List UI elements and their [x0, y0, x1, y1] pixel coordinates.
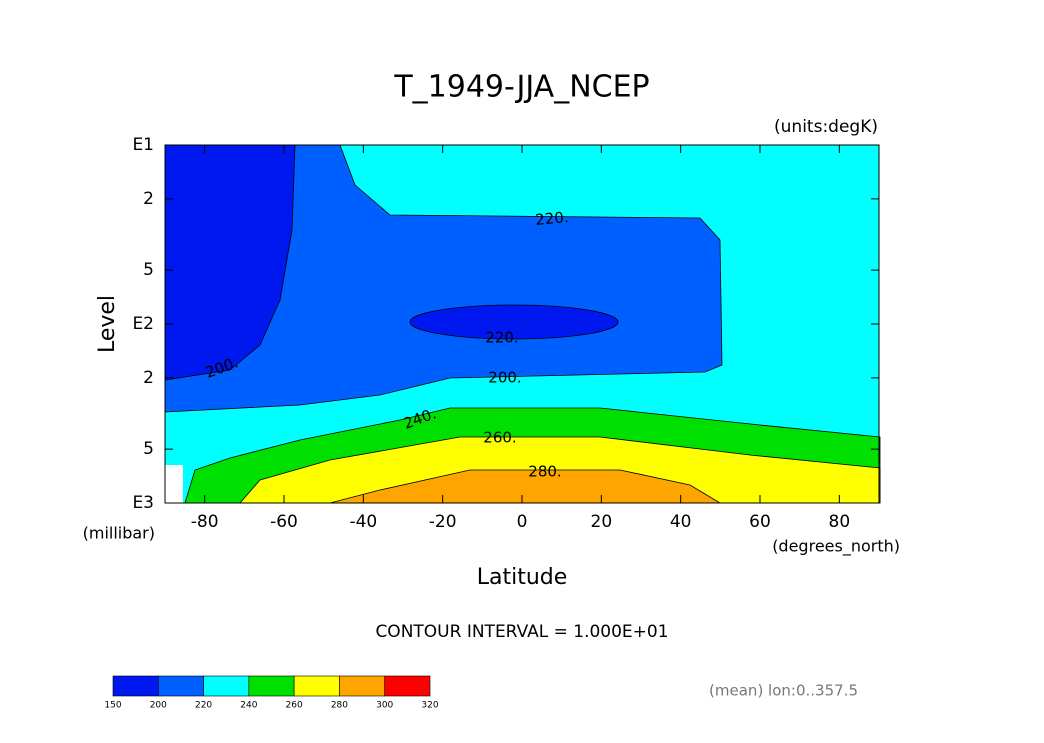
x-unit: (degrees_north): [772, 537, 900, 557]
y-tick-label: 5: [143, 439, 154, 459]
contour-label: 200.: [488, 369, 521, 387]
missing-data: [165, 465, 183, 503]
y-tick-label: 2: [143, 189, 154, 209]
contour-region: [164, 144, 723, 413]
colorbar-swatch: [339, 675, 386, 697]
y-tick-label: 2: [143, 368, 154, 388]
x-tick-label: 20: [591, 512, 613, 532]
plot-area: [164, 144, 881, 504]
y-tick-label: 5: [143, 260, 154, 280]
colorbar-label: 200: [150, 701, 167, 711]
y-tick-label: E1: [132, 135, 154, 155]
x-tick-label: -40: [349, 512, 377, 532]
y-axis-title: Level: [95, 295, 120, 353]
y-tick-label: E2: [132, 314, 154, 334]
contour-region: [409, 304, 619, 340]
x-axis-title: Latitude: [477, 565, 568, 590]
colorbar-swatch: [203, 675, 250, 697]
chart-title: T_1949-JJA_NCEP: [393, 70, 649, 105]
contour-label: 220.: [535, 208, 570, 229]
colorbar-swatch: [384, 675, 431, 697]
colorbar-label: 240: [240, 701, 257, 711]
contour-label: 220.: [485, 329, 518, 347]
y-unit: (millibar): [83, 524, 155, 543]
x-tick-label: -20: [429, 512, 457, 532]
colorbar-label: 150: [104, 701, 121, 711]
colorbar-label: 320: [421, 701, 438, 711]
note: (mean) lon:0..357.5: [709, 682, 858, 700]
colorbar-swatch: [248, 675, 295, 697]
colorbar-label: 300: [376, 701, 393, 711]
contour-interval: CONTOUR INTERVAL = 1.000E+01: [375, 622, 668, 642]
colorbar-label: 260: [286, 701, 303, 711]
colorbar-swatch: [293, 675, 340, 697]
contour-label: 260.: [483, 429, 516, 447]
colorbar-swatch: [112, 675, 159, 697]
x-tick-label: 80: [829, 512, 851, 532]
contour-region: [164, 144, 296, 381]
x-tick-label: 0: [517, 512, 528, 532]
units: (units:degK): [774, 117, 878, 137]
x-tick-label: -80: [191, 512, 219, 532]
x-tick-label: -60: [270, 512, 298, 532]
colorbar-label: 220: [195, 701, 212, 711]
x-tick-label: 40: [670, 512, 692, 532]
contour-label: 280.: [528, 463, 561, 481]
y-tick-label: E3: [132, 493, 154, 513]
colorbar-swatch: [157, 675, 204, 697]
colorbar-label: 280: [331, 701, 348, 711]
x-tick-label: 60: [749, 512, 771, 532]
